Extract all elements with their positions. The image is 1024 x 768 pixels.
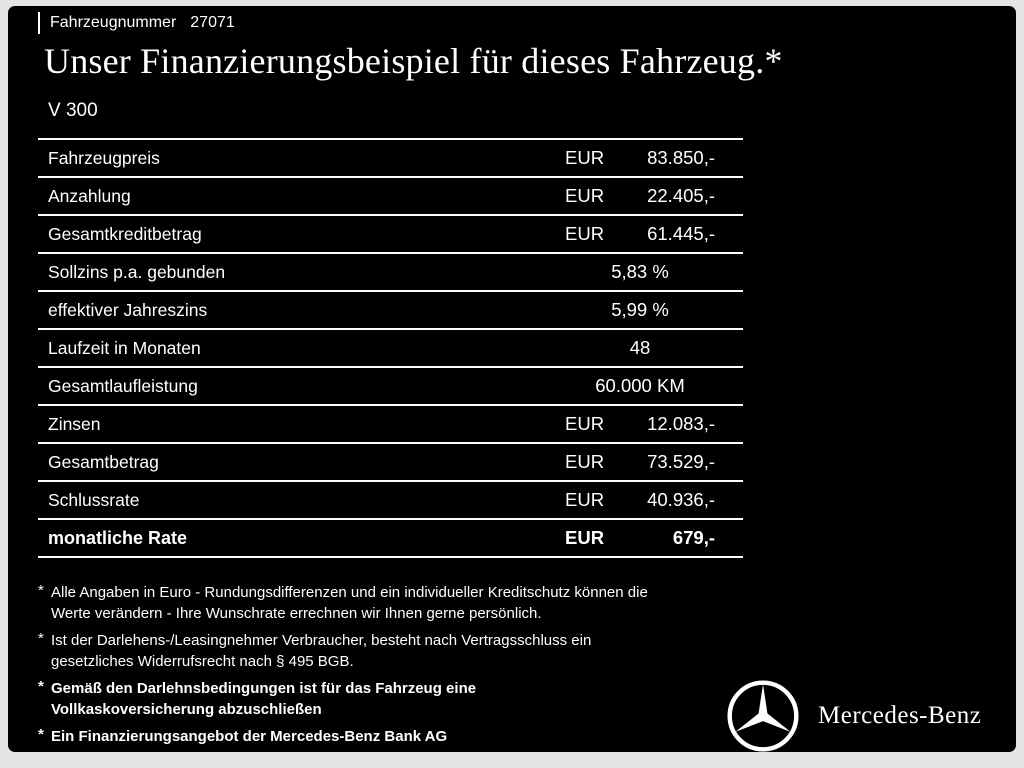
currency-label: EUR	[565, 451, 605, 472]
footnotes: * Alle Angaben in Euro - Rundungsdiffere…	[38, 582, 778, 752]
mercedes-star-icon	[727, 680, 799, 752]
footnote-text: Ein Finanzierungsangebot der Mercedes-Be…	[51, 726, 447, 747]
table-row: Gesamtlaufleistung 60.000 KM	[38, 368, 743, 406]
currency-label: EUR	[565, 527, 605, 548]
footnote-line: Werte verändern - Ihre Wunschrate errech…	[51, 605, 542, 622]
footnote-text: Alle Angaben in Euro - Rundungsdifferenz…	[51, 582, 648, 624]
row-label: Fahrzeugpreis	[48, 147, 160, 168]
footnote: * Ist der Darlehens-/Leasingnehmer Verbr…	[38, 630, 778, 672]
row-label: Gesamtkreditbetrag	[48, 223, 202, 244]
vehicle-number-label: Fahrzeugnummer	[50, 14, 177, 31]
row-value-group: EUR 40.936,-	[565, 489, 715, 511]
table-row: Sollzins p.a. gebunden 5,83 %	[38, 254, 743, 292]
vehicle-number-value: 27071	[190, 14, 235, 31]
asterisk: *	[38, 678, 44, 695]
table-row: Zinsen EUR 12.083,-	[38, 406, 743, 444]
table-row: Gesamtkreditbetrag EUR 61.445,-	[38, 216, 743, 254]
financing-table: Fahrzeugpreis EUR 83.850,- Anzahlung EUR…	[38, 138, 743, 558]
table-row: Fahrzeugpreis EUR 83.850,-	[38, 140, 743, 178]
footnote: * Alle Angaben in Euro - Rundungsdiffere…	[38, 582, 778, 624]
row-value: 12.083,-	[647, 413, 715, 434]
row-value-group: EUR 22.405,-	[565, 185, 715, 207]
display-screen: Fahrzeugnummer 27071 Unser Finanzierungs…	[8, 6, 1016, 752]
row-label: Gesamtlaufleistung	[48, 375, 198, 396]
vehicle-model: V 300	[48, 100, 98, 121]
currency-label: EUR	[565, 489, 605, 510]
row-value: 679,-	[672, 527, 715, 548]
footnote-line: Ist der Darlehens-/Leasingnehmer Verbrau…	[51, 632, 592, 649]
row-value: 5,99 %	[611, 299, 669, 320]
footnote-line: Gemäß den Darlehnsbedingungen ist für da…	[51, 680, 477, 697]
footnote-line: Ein Finanzierungsangebot der Mercedes-Be…	[51, 728, 448, 745]
table-row: Anzahlung EUR 22.405,-	[38, 178, 743, 216]
row-label: Sollzins p.a. gebunden	[48, 261, 226, 282]
row-value: 40.936,-	[647, 489, 715, 510]
row-value-group: 5,83 %	[565, 261, 715, 283]
row-value-group: EUR 61.445,-	[565, 223, 715, 245]
footnote-text: Ist der Darlehens-/Leasingnehmer Verbrau…	[51, 630, 591, 672]
footnote-text: Gemäß den Darlehnsbedingungen ist für da…	[51, 678, 476, 720]
brand-wordmark: Mercedes-Benz	[818, 702, 982, 729]
row-value-group: EUR 12.083,-	[565, 413, 715, 435]
row-value: 83.850,-	[647, 147, 715, 168]
page-title: Unser Finanzierungsbeispiel für dieses F…	[44, 41, 783, 81]
row-value-group: EUR 73.529,-	[565, 451, 715, 473]
vehicle-number: Fahrzeugnummer 27071	[38, 12, 235, 34]
row-value: 60.000 KM	[595, 375, 685, 396]
row-value: 73.529,-	[647, 451, 715, 472]
row-label: monatliche Rate	[48, 527, 188, 548]
row-value-group: EUR 679,-	[565, 527, 715, 549]
table-row: effektiver Jahreszins 5,99 %	[38, 292, 743, 330]
row-value: 22.405,-	[647, 185, 715, 206]
currency-label: EUR	[565, 147, 605, 168]
table-row: Laufzeit in Monaten 48	[38, 330, 743, 368]
footnote-line: Vollkaskoversicherung abzuschließen	[51, 701, 322, 718]
row-value-group: 5,99 %	[565, 299, 715, 321]
asterisk: *	[38, 630, 44, 647]
table-row-monthly-rate: monatliche Rate EUR 679,-	[38, 520, 743, 558]
row-label: Zinsen	[48, 413, 101, 434]
row-label: Schlussrate	[48, 489, 140, 510]
currency-label: EUR	[565, 413, 605, 434]
footnote: * Gemäß den Darlehnsbedingungen ist für …	[38, 678, 778, 720]
row-value: 5,83 %	[611, 261, 669, 282]
table-row: Schlussrate EUR 40.936,-	[38, 482, 743, 520]
footnote-line: gesetzliches Widerrufsrecht nach § 495 B…	[51, 653, 354, 670]
asterisk: *	[38, 582, 44, 599]
row-label: effektiver Jahreszins	[48, 299, 208, 320]
row-value-group: 60.000 KM	[565, 375, 715, 397]
row-value: 48	[629, 337, 651, 358]
row-label: Laufzeit in Monaten	[48, 337, 201, 358]
asterisk: *	[38, 726, 44, 743]
row-value: 61.445,-	[647, 223, 715, 244]
row-label: Anzahlung	[48, 185, 131, 206]
currency-label: EUR	[565, 223, 605, 244]
row-value-group: EUR 83.850,-	[565, 147, 715, 169]
row-label: Gesamtbetrag	[48, 451, 159, 472]
footnote-line: Alle Angaben in Euro - Rundungsdifferenz…	[51, 584, 648, 601]
footnote: * Ein Finanzierungsangebot der Mercedes-…	[38, 726, 778, 747]
row-value-group: 48	[565, 337, 715, 359]
currency-label: EUR	[565, 185, 605, 206]
table-row: Gesamtbetrag EUR 73.529,-	[38, 444, 743, 482]
